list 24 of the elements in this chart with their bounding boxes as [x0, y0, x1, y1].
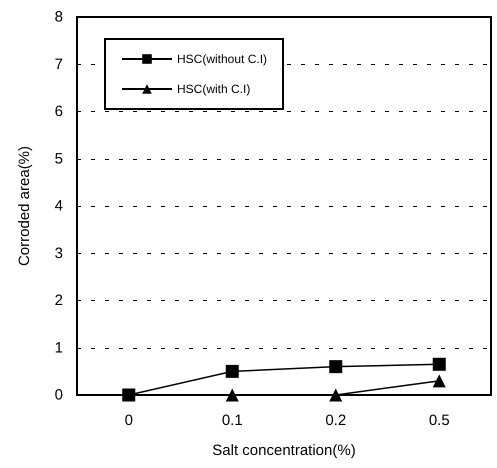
legend-label: HSC(with C.I) — [177, 82, 250, 96]
y-tick-label: 8 — [54, 8, 63, 26]
point — [329, 388, 342, 402]
x-tick-label: 0.5 — [428, 412, 450, 429]
x-axis-title: Salt concentration(%) — [212, 442, 356, 459]
y-tick-label: 4 — [54, 198, 63, 214]
point — [329, 360, 342, 374]
y-tick-label: 6 — [54, 103, 63, 120]
y-tick-label: 1 — [54, 339, 63, 356]
x-tick-label: 0.1 — [222, 412, 243, 429]
legend-label: HSC(without C.I) — [177, 52, 268, 66]
point — [226, 364, 239, 378]
y-tick-label: 3 — [54, 244, 63, 262]
point — [122, 388, 136, 402]
point — [432, 358, 446, 371]
point — [226, 388, 239, 402]
y-tick-label: 0 — [54, 386, 63, 404]
x-tick-label: 0.2 — [325, 412, 346, 429]
y-tick-label: 2 — [54, 292, 63, 309]
y-tick-label: 5 — [54, 150, 63, 168]
x-tick-label: 0 — [124, 412, 133, 429]
point — [432, 374, 446, 388]
y-tick-label: 7 — [54, 56, 63, 73]
y-axis-title: Corroded area(%) — [16, 146, 33, 266]
